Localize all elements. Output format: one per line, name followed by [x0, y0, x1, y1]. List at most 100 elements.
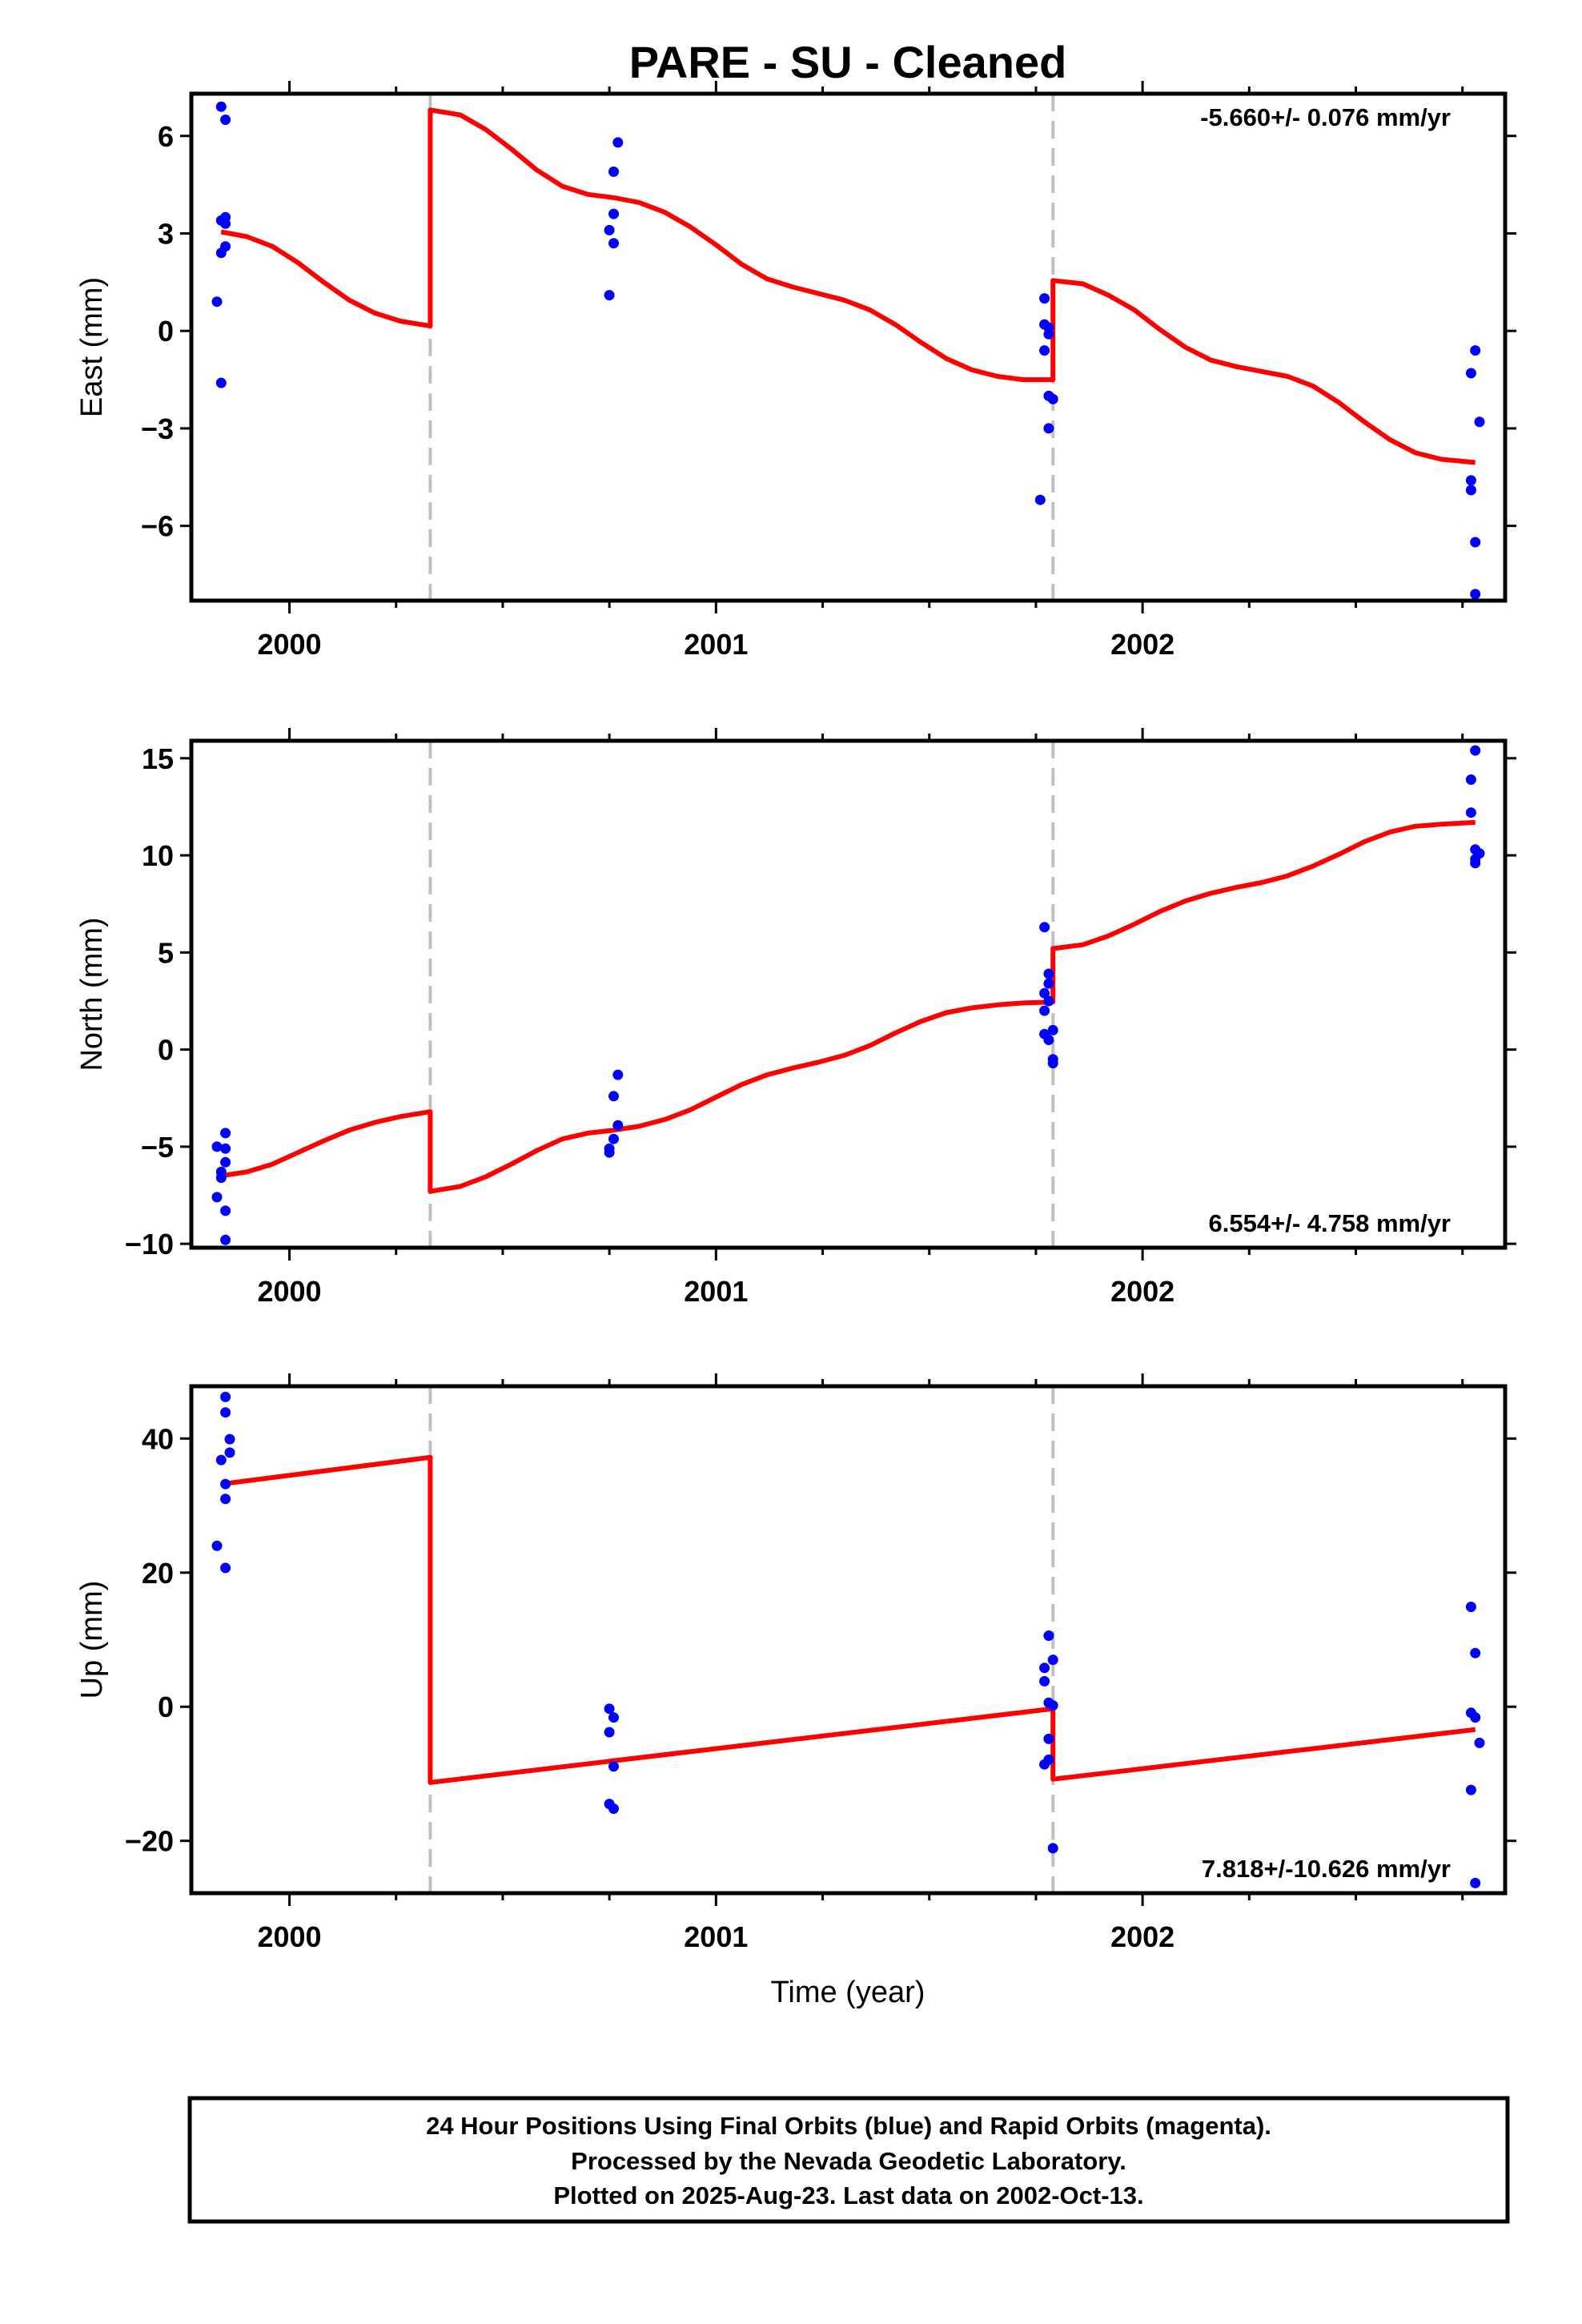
- data-point-east-0: [215, 101, 227, 112]
- data-point-east-26: [1474, 416, 1485, 428]
- footer-box: 24 Hour Positions Using Final Orbits (bl…: [187, 2096, 1510, 2224]
- data-points-north: [211, 745, 1485, 1245]
- data-point-east-8: [215, 377, 227, 388]
- x-tick-label-up-0: 2000: [257, 1920, 321, 1953]
- y-tick-label-east-4: −6: [141, 510, 174, 543]
- data-point-east-22: [1043, 423, 1054, 434]
- data-point-up-20: [1047, 1700, 1058, 1711]
- x-tick-label-north-0: 2000: [257, 1275, 321, 1308]
- y-tick-label-up-0: 40: [142, 1422, 174, 1455]
- data-point-north-7: [220, 1205, 231, 1216]
- frame-north: [189, 738, 1508, 1250]
- axes-east: 6 3 0 −3 −6 2000 2001 2002: [141, 81, 1516, 661]
- data-point-east-28: [1465, 485, 1476, 496]
- data-point-east-25: [1465, 368, 1476, 379]
- x-tick-label-up-1: 2001: [684, 1920, 748, 1953]
- data-point-north-16: [1043, 968, 1054, 979]
- data-points-east: [211, 101, 1485, 600]
- data-point-east-6: [220, 241, 231, 252]
- panel-up: 40 20 0 −20 2000 2001 2002 7.818+/-10.626 mm/y…: [75, 1373, 1516, 2009]
- data-point-up-11: [604, 1727, 615, 1738]
- plot-frame-up: [189, 1384, 1508, 1896]
- data-point-east-10: [608, 166, 619, 177]
- x-tick-label-north-1: 2001: [684, 1275, 748, 1308]
- data-point-north-5: [215, 1172, 227, 1184]
- data-point-east-1: [220, 115, 231, 125]
- rate-label-east: -5.660+/- 0.076 mm/yr: [1200, 103, 1451, 131]
- x-tick-label-up-2: 2002: [1110, 1920, 1174, 1953]
- x-tick-label-east-0: 2000: [257, 628, 321, 661]
- data-point-north-10: [608, 1091, 619, 1102]
- data-point-up-14: [608, 1803, 619, 1814]
- data-point-east-23: [1034, 494, 1046, 505]
- data-point-east-11: [608, 208, 619, 219]
- data-point-north-3: [220, 1156, 231, 1168]
- data-point-east-9: [612, 137, 624, 148]
- step-lines-east: [428, 94, 1055, 601]
- y-axis-label-up: Up (mm): [75, 1581, 109, 1699]
- model-curve-up: [220, 1454, 1476, 1785]
- data-point-east-21: [1047, 393, 1058, 404]
- data-point-north-6: [211, 1192, 223, 1203]
- y-tick-label-up-3: −20: [125, 1825, 174, 1858]
- y-tick-label-east-2: 0: [158, 315, 174, 348]
- data-point-up-5: [220, 1478, 231, 1490]
- y-tick-label-north-2: 5: [158, 936, 174, 969]
- data-point-up-25: [1465, 1602, 1476, 1612]
- data-point-up-17: [1039, 1663, 1050, 1674]
- data-point-east-29: [1470, 537, 1481, 548]
- data-point-up-12: [608, 1761, 619, 1772]
- data-point-up-31: [1470, 1877, 1481, 1888]
- data-point-north-8: [220, 1234, 231, 1245]
- data-point-north-11: [612, 1120, 624, 1131]
- plot-frame-east: [189, 91, 1508, 603]
- model-line-east: [220, 107, 1476, 465]
- data-point-east-4: [220, 218, 231, 229]
- axes-north: 15 10 5 0 −5 −10 2000 2001 2002: [125, 728, 1516, 1308]
- data-point-north-1: [211, 1141, 223, 1152]
- frame-east: [189, 91, 1508, 603]
- data-point-up-7: [211, 1540, 223, 1551]
- data-point-up-0: [220, 1391, 231, 1402]
- data-point-up-29: [1474, 1737, 1485, 1748]
- x-tick-label-east-2: 2002: [1110, 628, 1174, 661]
- model-line-up: [220, 1454, 1476, 1785]
- y-tick-label-north-5: −10: [125, 1228, 174, 1261]
- data-point-north-17: [1043, 978, 1054, 989]
- data-point-up-9: [604, 1703, 615, 1715]
- data-point-north-27: [1465, 774, 1476, 785]
- data-point-north-23: [1043, 1035, 1054, 1045]
- data-point-east-15: [1039, 293, 1050, 304]
- rate-label-up: 7.818+/-10.626 mm/yr: [1202, 1855, 1451, 1883]
- axes-up: 40 20 0 −20 2000 2001 2002: [125, 1373, 1516, 1953]
- data-point-north-0: [220, 1128, 231, 1139]
- y-axis-label-north: North (mm): [75, 917, 109, 1071]
- data-point-north-15: [1039, 922, 1050, 933]
- step-lines-north: [428, 741, 1055, 1248]
- data-point-east-27: [1465, 475, 1476, 486]
- data-point-up-1: [220, 1407, 231, 1418]
- y-tick-label-north-1: 10: [142, 839, 174, 872]
- data-point-up-4: [215, 1454, 227, 1466]
- y-tick-label-up-1: 20: [142, 1557, 174, 1590]
- data-point-north-20: [1039, 1005, 1050, 1016]
- data-point-east-30: [1470, 589, 1481, 600]
- data-point-north-19: [1043, 995, 1054, 1007]
- frame-up: [189, 1384, 1508, 1896]
- data-point-east-14: [604, 290, 615, 301]
- data-point-east-18: [1043, 328, 1054, 340]
- data-point-up-24: [1047, 1843, 1058, 1854]
- data-point-east-12: [604, 224, 615, 235]
- data-point-up-23: [1039, 1759, 1050, 1770]
- data-point-up-15: [1043, 1630, 1054, 1641]
- data-point-up-30: [1465, 1784, 1476, 1795]
- data-point-up-2: [224, 1433, 235, 1445]
- y-axis-label-east: East (mm): [75, 277, 109, 417]
- data-point-north-2: [220, 1143, 231, 1154]
- y-tick-label-east-3: −3: [141, 412, 174, 445]
- y-tick-label-north-0: 15: [142, 742, 174, 775]
- data-point-up-16: [1047, 1655, 1058, 1666]
- step-lines-up: [428, 1386, 1055, 1893]
